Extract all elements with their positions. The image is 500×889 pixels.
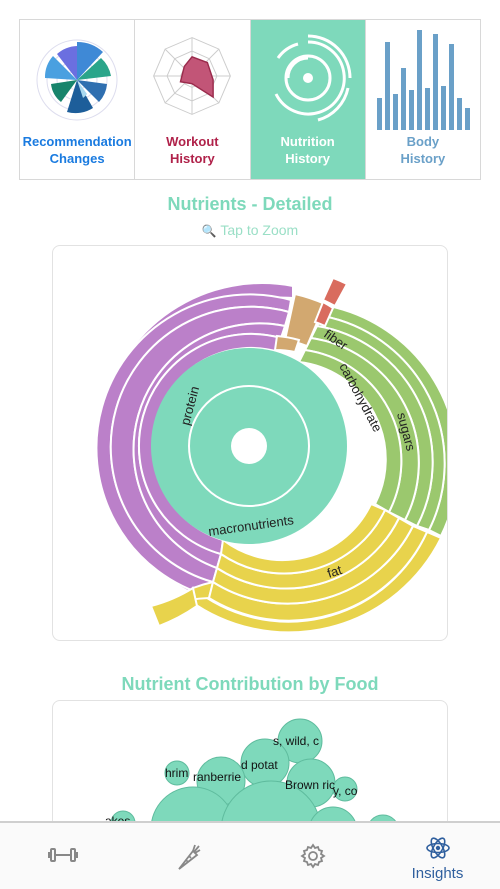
tap-to-zoom-hint[interactable]: 🔍 Tap to Zoom bbox=[0, 222, 500, 238]
tile-label: Recommendation Changes bbox=[22, 134, 132, 166]
sunburst-card[interactable]: protein fiber carbohydrate sugars macron… bbox=[52, 245, 448, 641]
nutrients-sunburst[interactable]: protein fiber carbohydrate sugars macron… bbox=[53, 246, 448, 641]
tile-label: Nutrition History bbox=[280, 134, 335, 166]
food-bubble-chart[interactable]: s, wild, c d potat hrim ranberrie Brown … bbox=[53, 701, 448, 840]
bottom-nav: Insights bbox=[0, 821, 500, 889]
gear-icon bbox=[299, 843, 326, 869]
tile-nutrition-history[interactable]: Nutrition History bbox=[250, 20, 366, 179]
nav-insights[interactable]: Insights bbox=[375, 823, 500, 889]
zoom-hint-label: Tap to Zoom bbox=[220, 222, 299, 238]
bubble-label: s, wild, c bbox=[273, 734, 319, 748]
tile-recommendation-changes[interactable]: Recommendation Changes bbox=[20, 20, 136, 179]
insights-tiles: Recommendation Changes Workout History bbox=[19, 19, 481, 180]
magnifier-icon: 🔍 bbox=[201, 224, 217, 238]
nav-settings[interactable] bbox=[250, 823, 375, 889]
tile-label: Body History bbox=[400, 134, 446, 166]
section-title-contribution: Nutrient Contribution by Food bbox=[121, 674, 379, 694]
section-title-nutrients: Nutrients - Detailed bbox=[167, 194, 333, 214]
rose-chart-icon bbox=[36, 39, 118, 121]
sunburst-icon bbox=[274, 34, 352, 122]
dumbbell-icon bbox=[47, 848, 78, 862]
bubble-label: d potat bbox=[241, 758, 278, 772]
bubble-card[interactable]: s, wild, c d potat hrim ranberrie Brown … bbox=[52, 700, 448, 840]
tile-workout-history[interactable]: Workout History bbox=[135, 20, 251, 179]
bubble-label: ranberrie bbox=[193, 770, 241, 784]
tile-label: Workout History bbox=[166, 134, 219, 166]
atom-icon bbox=[425, 837, 450, 859]
nav-workouts[interactable] bbox=[0, 823, 125, 889]
nav-nutrition[interactable] bbox=[125, 823, 250, 889]
bubble-label: Brown ric bbox=[285, 778, 335, 792]
carrot-icon bbox=[177, 844, 200, 870]
bubble-label: hrim bbox=[165, 766, 188, 780]
nav-insights-label: Insights bbox=[411, 865, 464, 882]
bubble-label: y, co bbox=[333, 784, 358, 798]
tile-body-history[interactable]: Body History bbox=[365, 20, 480, 179]
bar-chart-icon bbox=[376, 30, 470, 130]
label-fat: fat bbox=[325, 562, 344, 581]
radar-chart-icon bbox=[153, 37, 232, 115]
